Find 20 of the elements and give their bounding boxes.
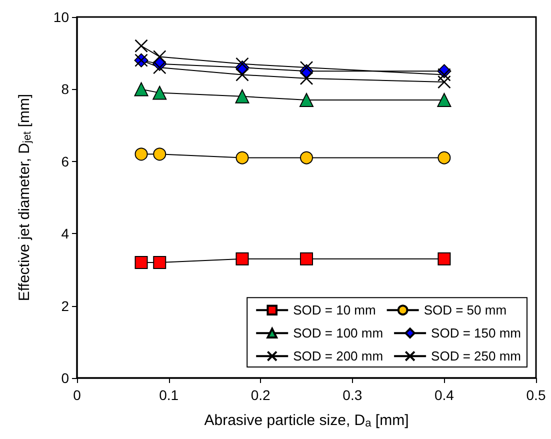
x-axis-title: Abrasive particle size, Da [mm] <box>204 412 409 430</box>
y-tick-label: 4 <box>61 226 70 242</box>
legend-label: SOD = 100 mm <box>293 326 384 341</box>
legend-label: SOD = 10 mm <box>293 302 376 318</box>
x-tick-label: 0.5 <box>526 387 546 403</box>
legend-label: SOD = 250 mm <box>431 348 522 364</box>
legend-label: SOD = 200 mm <box>293 348 384 364</box>
x-tick-label: 0.1 <box>159 387 179 403</box>
y-tick-label: 6 <box>61 153 70 170</box>
x-tick-label: 0 <box>73 387 82 403</box>
y-axis-title: Effective jet diameter, Djet [mm] <box>16 94 34 302</box>
y-tick-label: 10 <box>53 9 70 25</box>
legend-label: SOD = 50 mm <box>424 302 507 318</box>
x-tick-label: 0.2 <box>250 387 271 403</box>
y-tick-label: 0 <box>61 370 70 386</box>
x-tick-label: 0.4 <box>434 387 454 403</box>
y-tick-label: 2 <box>61 298 70 314</box>
legend-label: SOD = 150 mm <box>431 326 522 341</box>
y-tick-label: 8 <box>61 81 70 98</box>
x-tick-label: 0.3 <box>342 387 362 403</box>
